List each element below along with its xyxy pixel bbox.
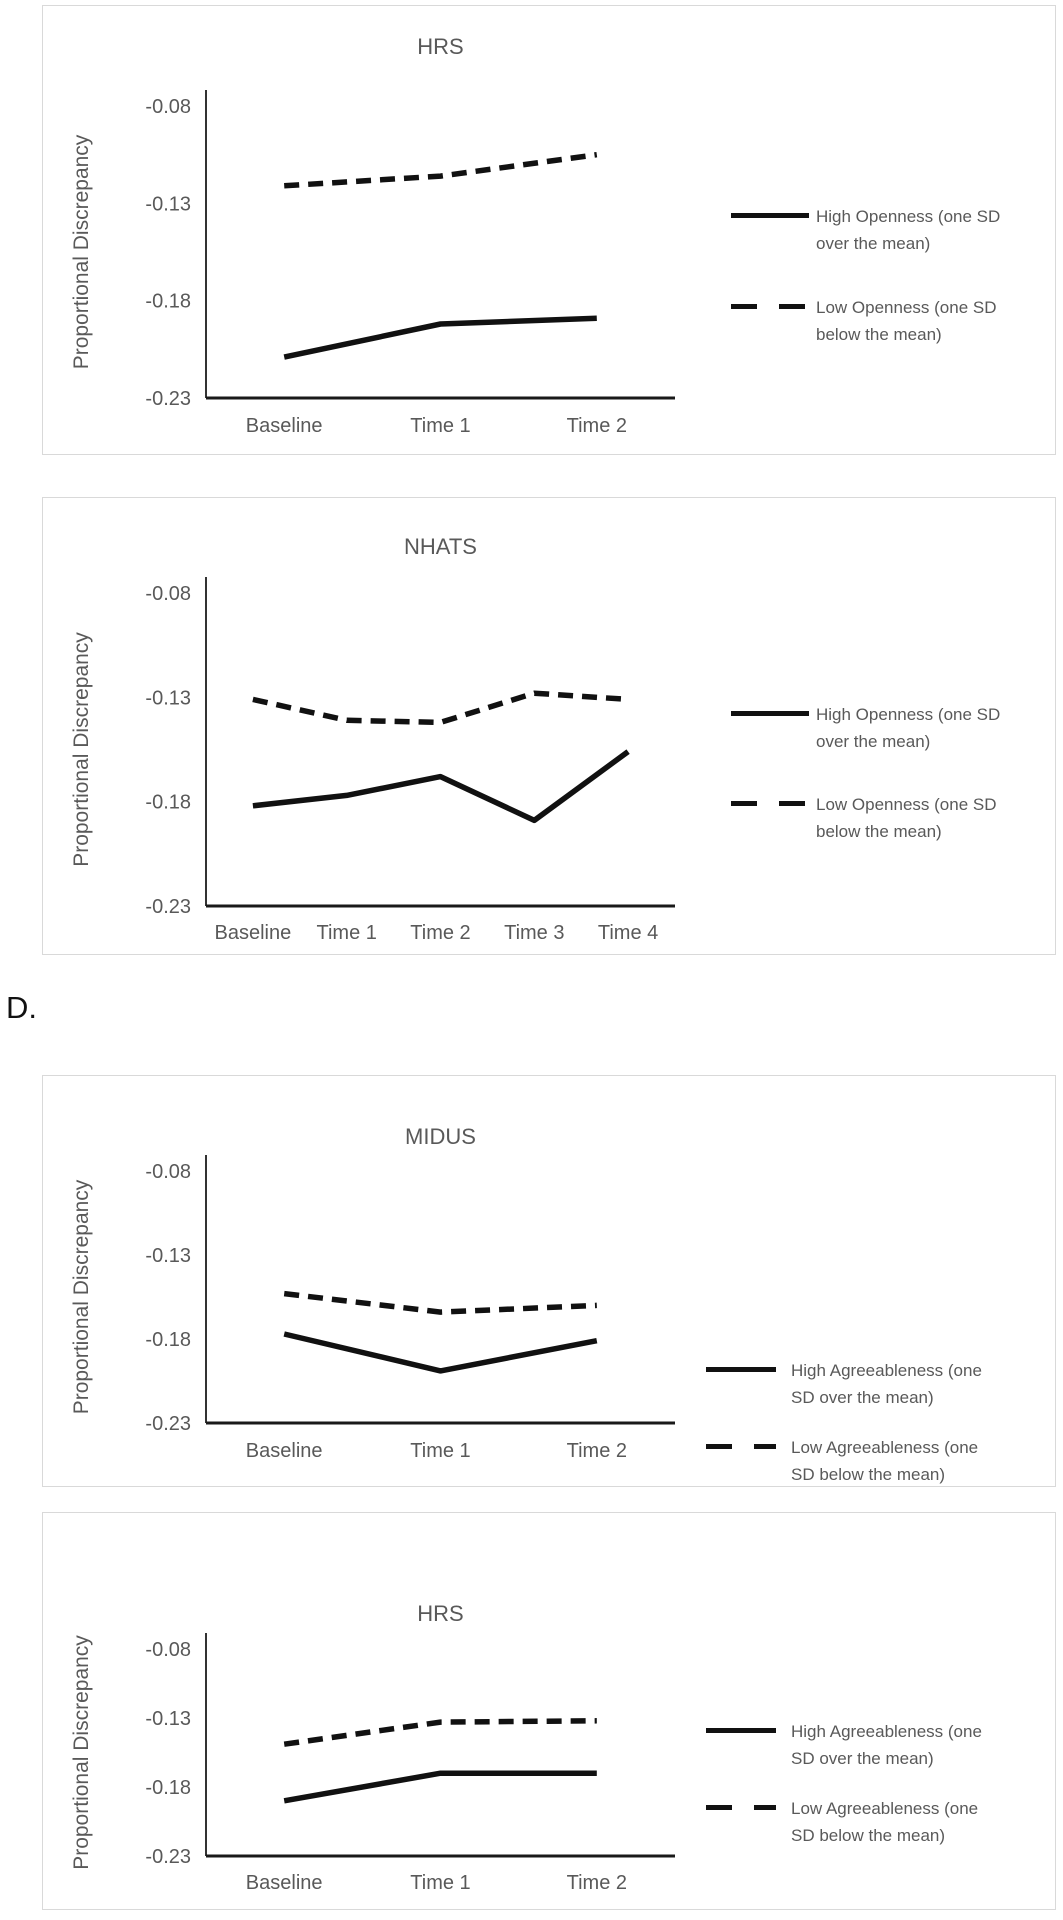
legend-label-line1: High Openness (one SD <box>816 207 1001 226</box>
y-tick-label: -0.13 <box>145 193 191 215</box>
x-category-label: Baseline <box>246 1872 323 1894</box>
legend-label-line1: High Agreeableness (one <box>791 1361 982 1380</box>
legend-entry: Low Openness (one SD below the mean) <box>816 294 1054 348</box>
legend-label-line2: SD over the mean) <box>791 1749 934 1768</box>
series-line-high <box>283 315 597 360</box>
y-tick-label: -0.13 <box>145 1245 191 1267</box>
legend-dashed-line-swatch <box>706 1444 776 1449</box>
x-category-label: Time 2 <box>410 922 470 944</box>
y-tick-label: -0.18 <box>145 1777 191 1799</box>
x-category-label: Time 2 <box>567 1872 627 1894</box>
legend-entry: High Openness (one SD over the mean) <box>816 203 1054 257</box>
chart-title: NHATS <box>404 534 477 559</box>
section-label-d: D. <box>6 990 37 1025</box>
legend-label-line1: High Openness (one SD <box>816 705 1001 724</box>
chart-canvas: HRS Proportional Discrepancy -0.08 -0.13 -0.… <box>70 34 675 437</box>
legend-solid-line-swatch <box>731 711 809 716</box>
y-tick-label: -0.08 <box>145 583 191 605</box>
x-category-label: Time 1 <box>410 415 470 437</box>
y-tick-label: -0.23 <box>145 1846 191 1868</box>
figure-panels: HRS Proportional Discrepancy -0.08 -0.13 -0.… <box>0 5 1063 1910</box>
chart-title: HRS <box>417 34 463 59</box>
legend-label-line1: Low Openness (one SD <box>816 795 997 814</box>
y-tick-label: -0.23 <box>145 896 191 918</box>
series-line-low <box>283 1290 597 1315</box>
x-category-label: Time 1 <box>410 1872 470 1894</box>
y-tick-label: -0.18 <box>145 792 191 814</box>
legend-entry: Low Agreeableness (one SD below the mean) <box>791 1434 1053 1488</box>
chart-title: MIDUS <box>405 1124 476 1149</box>
chart-panel-hrs-openness: HRS Proportional Discrepancy -0.08 -0.13 -0.… <box>42 5 1056 455</box>
chart-panel-hrs-agreeableness: HRS Proportional Discrepancy -0.08 -0.13 -0.… <box>42 1512 1056 1910</box>
x-category-label: Baseline <box>246 415 323 437</box>
chart-canvas: MIDUS Proportional Discrepancy -0.08 -0.13 -… <box>70 1124 675 1462</box>
x-category-label: Time 2 <box>567 415 627 437</box>
x-category-label: Baseline <box>246 1440 323 1462</box>
y-axis-title: Proportional Discrepancy <box>70 632 93 867</box>
y-tick-label: -0.08 <box>145 96 191 118</box>
series-line-low <box>284 151 598 189</box>
legend-label-line2: SD over the mean) <box>791 1388 934 1407</box>
y-tick-label: -0.08 <box>145 1161 191 1183</box>
legend-solid-line-swatch <box>706 1367 776 1372</box>
legend-label-line2: over the mean) <box>816 732 931 751</box>
legend-label-line1: Low Agreeableness (one <box>791 1438 979 1457</box>
y-axis-title: Proportional Discrepancy <box>70 1635 93 1870</box>
y-tick-label: -0.08 <box>145 1639 191 1661</box>
legend-dashed-line-swatch <box>731 304 809 309</box>
legend-dashed-line-swatch <box>731 801 809 806</box>
series-line-low <box>283 1718 597 1747</box>
y-axis-title: Proportional Discrepancy <box>70 134 93 369</box>
chart-canvas: HRS Proportional Discrepancy -0.08 -0.13 -0.… <box>70 1601 675 1894</box>
legend-entry: Low Agreeableness (one SD below the mean) <box>791 1795 1053 1849</box>
x-category-label: Time 3 <box>504 922 564 944</box>
legend-solid-line-swatch <box>731 213 809 218</box>
x-category-label: Baseline <box>215 922 292 944</box>
legend-label-line2: below the mean) <box>816 325 942 344</box>
legend-entry: High Openness (one SD over the mean) <box>816 701 1054 755</box>
legend-label-line1: Low Openness (one SD <box>816 298 997 317</box>
x-category-label: Time 2 <box>567 1440 627 1462</box>
legend-entry: High Agreeableness (one SD over the mean) <box>791 1357 1053 1411</box>
legend-dashed-line-swatch <box>706 1805 776 1810</box>
legend-label-line2: over the mean) <box>816 234 931 253</box>
chart-panel-nhats-openness: NHATS Proportional Discrepancy -0.08 -0.13 -… <box>42 497 1056 955</box>
legend-label-line1: High Agreeableness (one <box>791 1722 982 1741</box>
x-category-label: Time 1 <box>410 1440 470 1462</box>
legend-entry: High Agreeableness (one SD over the mean) <box>791 1718 1053 1772</box>
legend-solid-line-swatch <box>706 1728 776 1733</box>
chart-panel-midus-agreeableness: MIDUS Proportional Discrepancy -0.08 -0.13 -… <box>42 1075 1056 1487</box>
legend-label-line2: SD below the mean) <box>791 1465 946 1484</box>
series-line-low <box>252 690 629 726</box>
chart-canvas: NHATS Proportional Discrepancy -0.08 -0.13 -… <box>70 534 675 944</box>
legend-label-line2: SD below the mean) <box>791 1826 946 1845</box>
y-axis-title: Proportional Discrepancy <box>70 1179 93 1414</box>
series-line-high <box>283 1331 598 1374</box>
legend-entry: Low Openness (one SD below the mean) <box>816 791 1054 845</box>
y-tick-label: -0.23 <box>145 388 191 410</box>
y-tick-label: -0.18 <box>145 291 191 313</box>
y-tick-label: -0.13 <box>145 1708 191 1730</box>
x-category-label: Time 1 <box>317 922 377 944</box>
series-line-high <box>252 749 630 824</box>
y-tick-label: -0.23 <box>145 1413 191 1435</box>
y-tick-label: -0.18 <box>145 1329 191 1351</box>
chart-title: HRS <box>417 1601 463 1626</box>
y-tick-label: -0.13 <box>145 687 191 709</box>
legend-label-line1: Low Agreeableness (one <box>791 1799 979 1818</box>
legend-label-line2: below the mean) <box>816 822 942 841</box>
series-line-high <box>283 1770 597 1804</box>
x-category-label: Time 4 <box>598 922 658 944</box>
